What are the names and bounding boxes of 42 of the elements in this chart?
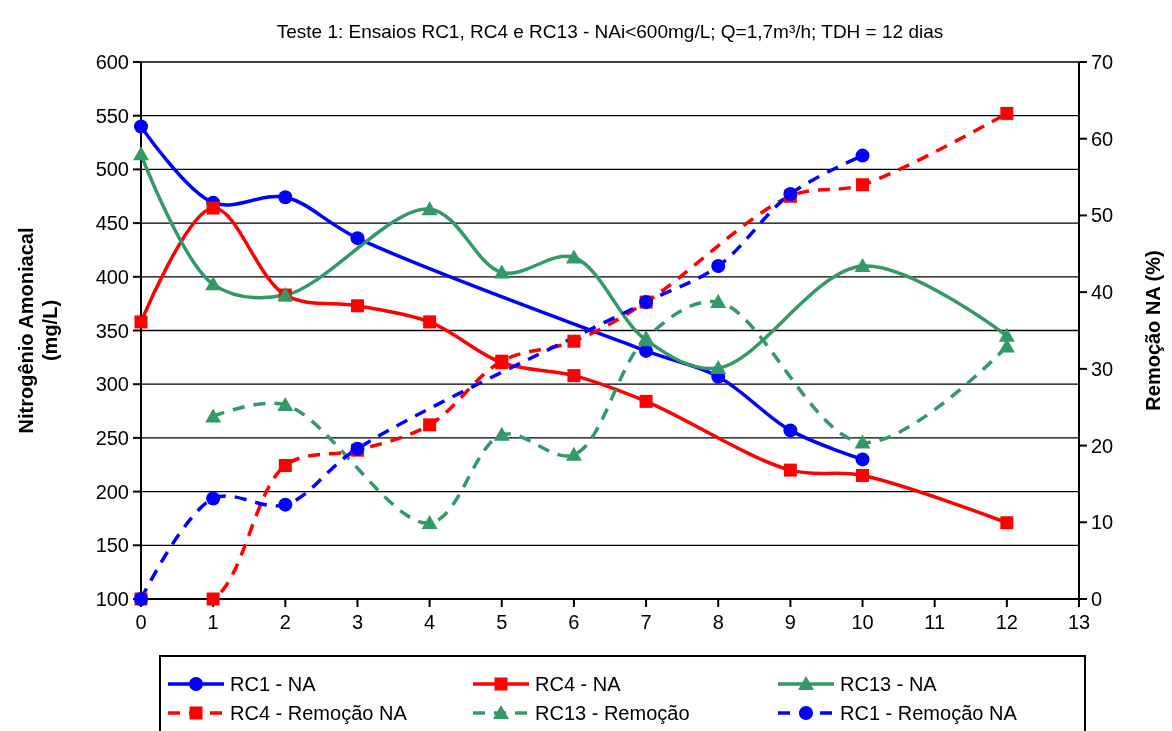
x-tick-label: 10 [851,611,874,633]
x-tick-label: 4 [424,611,436,633]
x-tick-label: 2 [279,611,291,633]
y-tick-label: 550 [95,104,129,127]
y-axis-title: Nitrogênio Amoniacal (mg/L) [15,227,61,434]
legend-label: RC4 - Remoção NA [230,702,408,724]
legend-label: RC13 - NA [840,673,938,695]
x-tick-label: 11 [924,611,946,633]
y2-tick-label: 70 [1091,51,1114,73]
y-tick-label: 600 [95,51,129,73]
x-tick-label: 6 [568,611,580,633]
x-tick-label: 9 [784,611,796,633]
x-tick-label: 7 [640,611,652,633]
y2-tick-label: 20 [1091,434,1114,457]
legend-label: RC13 - Remoção [535,702,690,724]
y2-tick-label: 40 [1091,281,1114,304]
x-tick-label: 0 [135,611,147,633]
y-tick-label: 400 [95,265,129,288]
y-tick-label: 250 [95,426,129,449]
x-tick-label: 1 [207,611,219,633]
y2-tick-label: 60 [1091,127,1114,150]
chart-title: Teste 1: Ensaios RC1, RC4 e RC13 - NAi<600mg/L; Q=1,7m³/h; TDH = 12 dias [276,21,944,42]
y-tick-label: 500 [95,158,129,181]
y2-tick-label: 50 [1091,204,1114,227]
y2-tick-label: 0 [1091,588,1103,610]
y-tick-label: 200 [95,480,129,503]
y-tick-label: 450 [95,212,129,235]
x-tick-label: 12 [995,611,1018,633]
x-tick-label: 3 [351,611,364,633]
legend-label: RC4 - NA [535,673,622,695]
y2-tick-label: 30 [1091,357,1114,380]
y2-tick-label: 10 [1091,511,1114,534]
y-tick-label: 300 [95,373,129,396]
legend-label: RC1 - NA [230,673,317,695]
x-tick-label: 13 [1067,611,1091,633]
x-tick-label: 5 [496,611,508,633]
x-tick-label: 8 [712,611,724,633]
y2-axis-title: Remoção NA (%) [1142,250,1164,411]
y-tick-label: 150 [95,534,129,557]
y-tick-label: 350 [95,319,129,342]
y-tick-label: 100 [95,588,129,610]
legend-label: RC1 - Remoção NA [840,702,1018,724]
